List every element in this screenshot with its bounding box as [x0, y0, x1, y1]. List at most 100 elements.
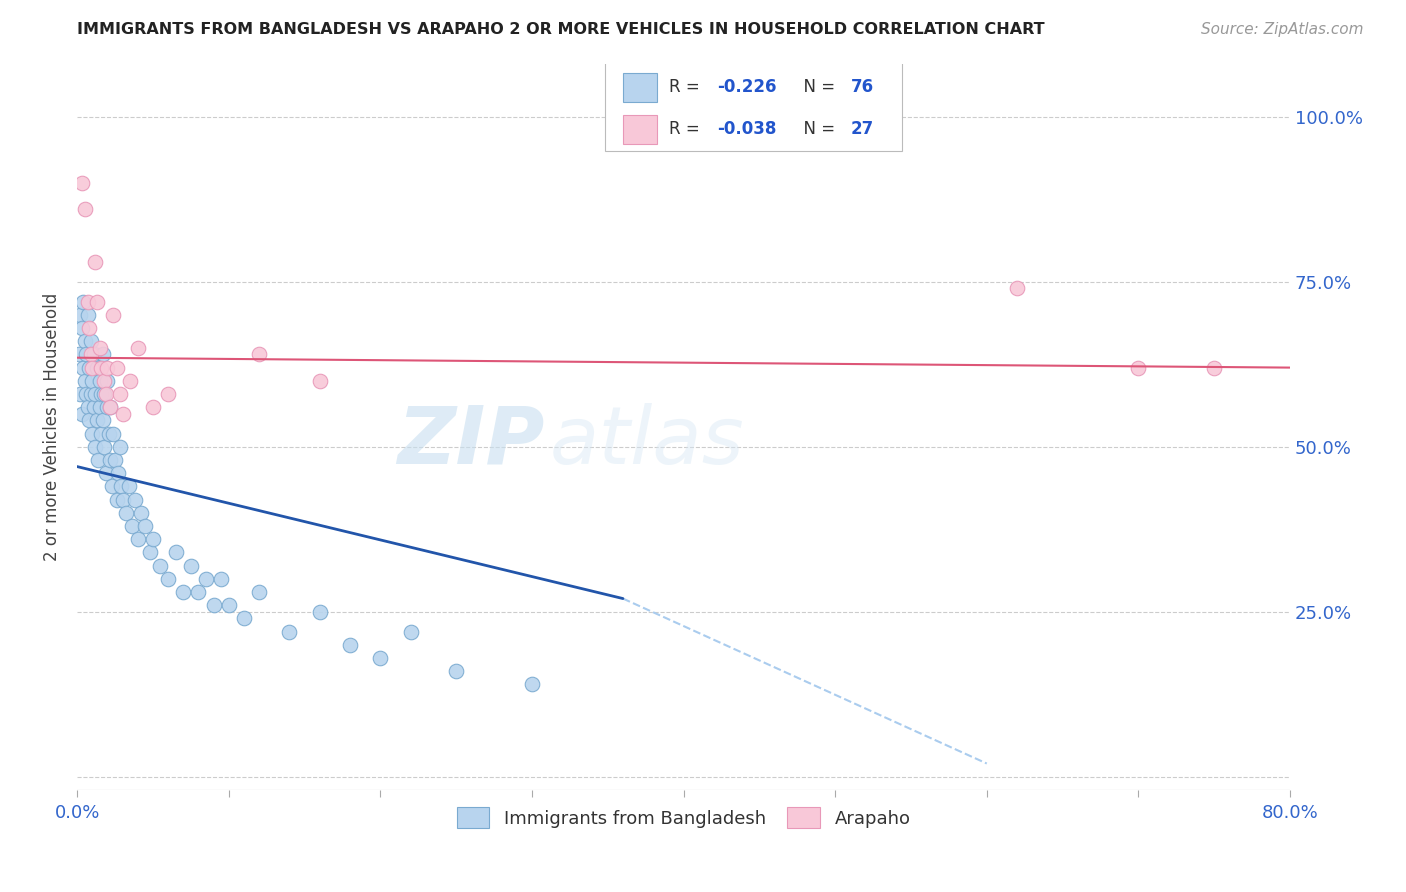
Point [86, 294, 108, 309]
Point [75, 387, 97, 401]
Point [247, 347, 270, 361]
Point [84, 255, 107, 269]
FancyBboxPatch shape [623, 73, 657, 102]
Text: -0.226: -0.226 [717, 78, 778, 96]
Point [83, 400, 105, 414]
Text: R =: R = [669, 78, 704, 96]
Point [308, 374, 330, 388]
Text: ZIP: ZIP [396, 402, 544, 481]
Text: 27: 27 [851, 120, 875, 138]
Point [105, 360, 128, 375]
Point [209, 572, 232, 586]
Point [103, 308, 125, 322]
Point [142, 532, 165, 546]
Point [83, 347, 105, 361]
FancyBboxPatch shape [623, 114, 657, 144]
Y-axis label: 2 or more Vehicles in Household: 2 or more Vehicles in Household [44, 293, 60, 561]
Point [187, 585, 209, 599]
Point [105, 492, 128, 507]
Point [127, 532, 149, 546]
Point [70, 321, 93, 335]
Point [278, 624, 301, 639]
Point [77, 413, 100, 427]
Point [124, 492, 146, 507]
Point [89, 374, 111, 388]
Point [89, 400, 111, 414]
Point [80, 334, 103, 349]
Point [100, 453, 122, 467]
Point [76, 400, 98, 414]
Point [73, 334, 96, 349]
Point [94, 387, 117, 401]
Point [108, 387, 131, 401]
Point [80, 387, 103, 401]
Point [308, 605, 330, 619]
Point [72, 294, 94, 309]
Point [194, 572, 217, 586]
Point [96, 360, 118, 375]
Point [157, 387, 180, 401]
Point [103, 426, 125, 441]
Point [69, 387, 91, 401]
Point [86, 360, 108, 375]
Point [73, 374, 96, 388]
Point [77, 321, 100, 335]
Legend: Immigrants from Bangladesh, Arapaho: Immigrants from Bangladesh, Arapaho [450, 800, 918, 835]
Point [110, 479, 132, 493]
Point [202, 598, 225, 612]
Point [117, 479, 139, 493]
Point [91, 413, 114, 427]
Point [73, 202, 96, 217]
Point [100, 400, 122, 414]
Point [111, 492, 134, 507]
Point [75, 347, 97, 361]
Point [104, 453, 127, 467]
Point [67, 347, 90, 361]
Point [1128, 360, 1150, 375]
Point [1204, 360, 1226, 375]
Point [93, 374, 115, 388]
Point [1005, 281, 1028, 295]
Point [82, 360, 104, 375]
Point [127, 341, 149, 355]
Point [84, 440, 107, 454]
Point [339, 638, 361, 652]
Point [76, 294, 98, 309]
Point [82, 426, 104, 441]
Point [218, 598, 240, 612]
Point [87, 453, 110, 467]
Text: R =: R = [669, 120, 704, 138]
Point [107, 466, 129, 480]
Point [93, 440, 115, 454]
Point [108, 440, 131, 454]
Point [93, 387, 115, 401]
Point [157, 572, 180, 586]
Point [129, 506, 152, 520]
Text: N =: N = [793, 78, 841, 96]
Point [247, 585, 270, 599]
Point [149, 558, 172, 573]
Text: 76: 76 [851, 78, 875, 96]
Point [82, 374, 104, 388]
Point [100, 400, 122, 414]
Point [520, 677, 543, 691]
Point [139, 545, 162, 559]
Point [94, 466, 117, 480]
Text: -0.038: -0.038 [717, 120, 778, 138]
FancyBboxPatch shape [605, 61, 901, 151]
Point [134, 519, 156, 533]
Point [399, 624, 422, 639]
Point [121, 519, 143, 533]
Text: atlas: atlas [550, 402, 745, 481]
Point [89, 341, 111, 355]
Point [96, 374, 118, 388]
Point [70, 407, 93, 421]
Point [97, 426, 120, 441]
Text: N =: N = [793, 120, 841, 138]
Point [114, 506, 136, 520]
Point [69, 308, 91, 322]
Point [76, 308, 98, 322]
Text: Source: ZipAtlas.com: Source: ZipAtlas.com [1201, 22, 1364, 37]
Point [90, 426, 112, 441]
Point [77, 360, 100, 375]
